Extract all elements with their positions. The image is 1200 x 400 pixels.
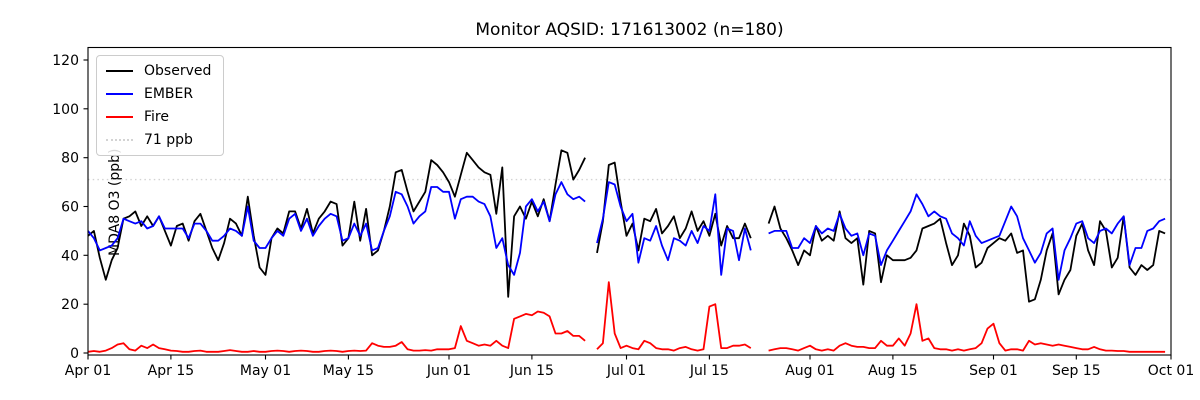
- y-tick-label: 40: [61, 248, 79, 264]
- legend-item-observed: Observed: [106, 63, 211, 79]
- legend-item-fire: Fire: [106, 109, 211, 125]
- x-tick-label: Apr 01: [65, 363, 111, 379]
- x-tick-label: Jun 01: [426, 363, 471, 379]
- y-tick-label: 20: [61, 297, 79, 313]
- x-tick-label: Sep 01: [969, 363, 1018, 379]
- x-tick-label: Sep 15: [1052, 363, 1101, 379]
- legend-item-71-ppb: 71 ppb: [106, 132, 211, 148]
- y-tick-label: 120: [52, 53, 79, 69]
- x-tick-label: Jul 15: [689, 363, 729, 379]
- y-tick-label: 60: [61, 200, 79, 216]
- x-tick-label: Apr 15: [148, 363, 194, 379]
- x-tick-label: Aug 15: [868, 363, 918, 379]
- x-tick-label: May 15: [323, 363, 374, 379]
- legend-swatch-icon: [106, 139, 133, 141]
- legend-label: EMBER: [144, 86, 194, 102]
- plot-border: [87, 46, 1172, 356]
- legend-item-ember: EMBER: [106, 86, 211, 102]
- y-tick-label: 100: [52, 102, 79, 118]
- legend-label: 71 ppb: [144, 132, 193, 148]
- legend-label: Fire: [144, 109, 169, 125]
- legend-swatch-icon: [106, 93, 133, 95]
- y-tick-label: 80: [61, 151, 79, 167]
- series-ember-line: [87, 181, 1166, 281]
- y-tick-label: 0: [70, 346, 79, 362]
- x-tick-label: Jul 01: [606, 363, 646, 379]
- x-tick-label: Oct 01: [1148, 363, 1194, 379]
- series-fire-line: [87, 281, 1166, 353]
- legend-swatch-icon: [106, 116, 133, 118]
- legend-label: Observed: [144, 63, 212, 79]
- x-tick-label: May 01: [240, 363, 291, 379]
- legend-swatch-icon: [106, 70, 133, 72]
- legend: Observed EMBER Fire 71 ppb: [96, 55, 225, 156]
- x-tick-label: Jun 15: [509, 363, 554, 379]
- chart-title: Monitor AQSID: 171613002 (n=180): [475, 20, 784, 40]
- x-tick-label: Aug 01: [785, 363, 835, 379]
